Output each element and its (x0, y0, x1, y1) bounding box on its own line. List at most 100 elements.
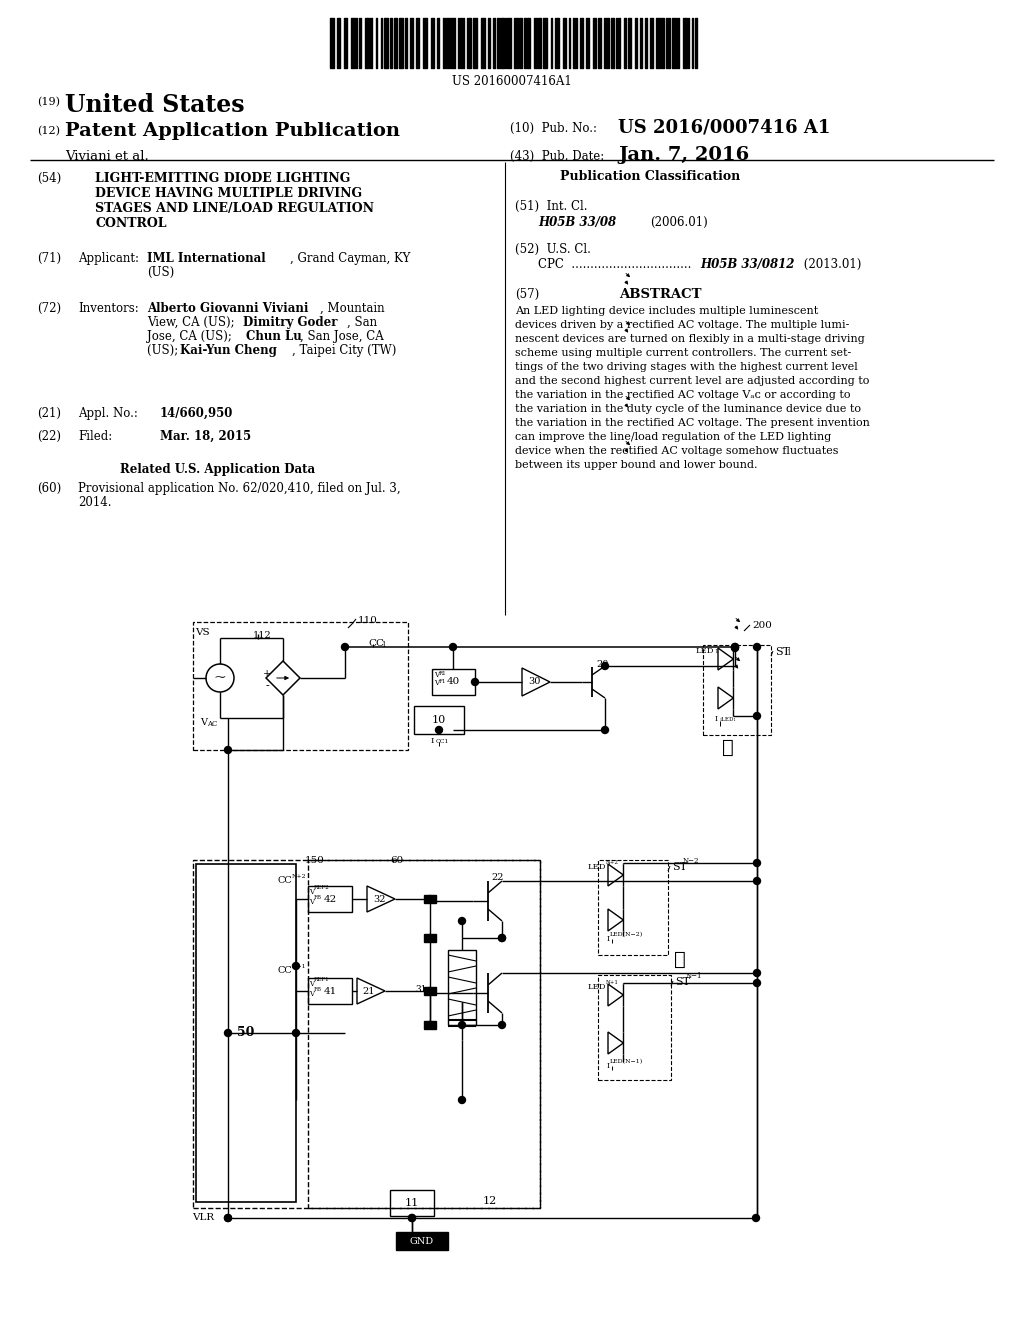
Text: Mar. 18, 2015: Mar. 18, 2015 (160, 430, 251, 444)
Text: N−2: N−2 (683, 857, 699, 865)
Text: 40: 40 (446, 677, 460, 686)
Circle shape (427, 895, 433, 903)
Text: V: V (309, 888, 314, 896)
Text: , San: , San (347, 315, 377, 329)
Circle shape (427, 987, 433, 994)
Text: CC: CC (278, 966, 292, 975)
Text: 1: 1 (381, 642, 385, 649)
Text: Chun Lu: Chun Lu (246, 330, 302, 343)
Text: Jan. 7, 2016: Jan. 7, 2016 (618, 147, 750, 164)
Text: (2006.01): (2006.01) (650, 216, 708, 228)
Circle shape (427, 935, 433, 941)
Text: can improve the line/load regulation of the LED lighting: can improve the line/load regulation of … (515, 432, 831, 442)
Text: V: V (434, 671, 439, 678)
Text: V: V (434, 678, 439, 686)
Bar (196, 865, 296, 1203)
Text: 31: 31 (415, 985, 426, 994)
Text: 41: 41 (324, 986, 337, 995)
Text: GND: GND (410, 1237, 435, 1246)
Bar (424, 895, 436, 903)
Text: VS: VS (195, 628, 210, 638)
Bar (703, 645, 771, 735)
Text: between its upper bound and lower bound.: between its upper bound and lower bound. (515, 459, 758, 470)
Text: N+2: N+2 (292, 874, 306, 879)
Text: R1: R1 (439, 671, 446, 676)
Text: CONTROL: CONTROL (95, 216, 167, 230)
Bar (598, 861, 668, 954)
Text: H05B 33/08: H05B 33/08 (538, 216, 616, 228)
Circle shape (754, 979, 761, 986)
Text: 11: 11 (404, 1199, 419, 1208)
Text: 200: 200 (752, 620, 772, 630)
Text: FB: FB (314, 895, 322, 900)
Text: N+2: N+2 (606, 861, 618, 865)
Text: I: I (607, 1063, 610, 1071)
Text: CC: CC (368, 639, 384, 648)
Text: REF2: REF2 (314, 884, 330, 890)
Circle shape (224, 1214, 231, 1221)
Text: (10)  Pub. No.:: (10) Pub. No.: (510, 121, 597, 135)
Text: 12: 12 (483, 1196, 497, 1206)
Text: (43)  Pub. Date:: (43) Pub. Date: (510, 150, 604, 162)
Text: (57): (57) (515, 288, 540, 301)
Text: ST: ST (672, 862, 687, 873)
Circle shape (293, 962, 299, 969)
Circle shape (601, 726, 608, 734)
Text: (19): (19) (37, 96, 60, 107)
Bar (424, 987, 436, 995)
Bar (308, 886, 352, 912)
Bar (449, 950, 476, 1026)
Circle shape (341, 644, 348, 651)
Text: , Taipei City (TW): , Taipei City (TW) (292, 345, 396, 356)
Text: CC: CC (278, 876, 292, 884)
Bar (308, 978, 352, 1005)
Text: Inventors:: Inventors: (78, 302, 138, 315)
Text: 110: 110 (358, 616, 378, 624)
Text: US 20160007416A1: US 20160007416A1 (453, 75, 571, 88)
Text: CC1: CC1 (436, 739, 450, 744)
Text: , Grand Cayman, KY: , Grand Cayman, KY (290, 252, 411, 265)
Text: V: V (309, 979, 314, 987)
Text: (2013.01): (2013.01) (800, 257, 861, 271)
Text: , Mountain: , Mountain (319, 302, 385, 315)
Text: 2014.: 2014. (78, 496, 112, 510)
Text: LED: LED (695, 647, 714, 655)
Bar (308, 861, 540, 1208)
Text: , San Jose, CA: , San Jose, CA (300, 330, 384, 343)
Circle shape (754, 969, 761, 977)
Text: N−1: N−1 (292, 964, 306, 969)
Circle shape (450, 644, 457, 651)
Text: United States: United States (65, 92, 245, 117)
Text: ~: ~ (214, 671, 226, 685)
Text: Appl. No.:: Appl. No.: (78, 407, 138, 420)
Text: ⋮: ⋮ (674, 950, 686, 969)
Text: H05B 33/0812: H05B 33/0812 (700, 257, 795, 271)
Text: nescent devices are turned on flexibly in a multi-stage driving: nescent devices are turned on flexibly i… (515, 334, 864, 345)
Circle shape (459, 917, 466, 924)
Circle shape (754, 878, 761, 884)
Text: STAGES AND LINE/LOAD REGULATION: STAGES AND LINE/LOAD REGULATION (95, 202, 374, 215)
Circle shape (471, 678, 478, 685)
Text: 10: 10 (432, 715, 446, 725)
Text: I: I (715, 715, 718, 723)
Text: ABSTRACT: ABSTRACT (618, 288, 701, 301)
Text: LED: LED (588, 863, 606, 871)
Circle shape (224, 1214, 231, 1221)
Text: LED: LED (588, 983, 606, 991)
Bar (432, 669, 475, 696)
Text: Filed:: Filed: (78, 430, 113, 444)
Text: 30: 30 (527, 677, 541, 686)
Text: View, CA (US);: View, CA (US); (147, 315, 239, 329)
Text: ST: ST (675, 977, 690, 987)
Text: 32: 32 (373, 895, 385, 903)
Bar (424, 1020, 436, 1030)
Text: IML International: IML International (147, 252, 265, 265)
Text: (US): (US) (147, 267, 174, 279)
Text: An LED lighting device includes multiple luminescent: An LED lighting device includes multiple… (515, 306, 818, 315)
Text: F1: F1 (439, 678, 446, 684)
Bar (598, 975, 671, 1080)
Text: Kai-Yun Cheng: Kai-Yun Cheng (180, 345, 276, 356)
Bar (424, 935, 436, 942)
Text: Applicant:: Applicant: (78, 252, 139, 265)
Circle shape (427, 1022, 433, 1028)
